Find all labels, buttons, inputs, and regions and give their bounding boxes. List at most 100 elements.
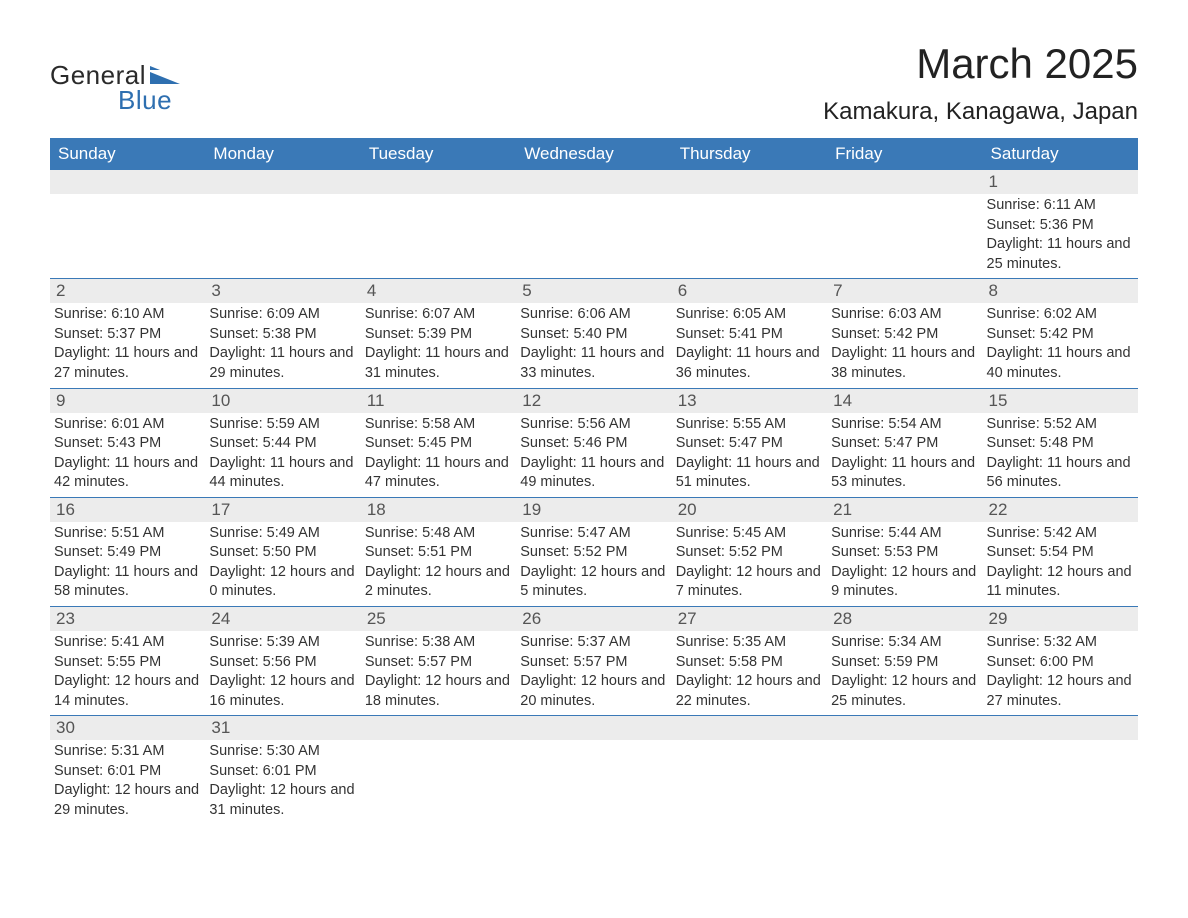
day-info-line: Sunrise: 6:06 AM [520,305,667,325]
calendar-cell [516,170,671,278]
day-info-line: Sunset: 5:47 PM [676,434,823,454]
day-info-line: Sunrise: 6:10 AM [54,305,201,325]
day-content: Sunrise: 5:31 AMSunset: 6:01 PMDaylight:… [50,740,205,824]
day-info-line: Daylight: 12 hours and 9 minutes. [831,563,978,602]
day-info-line: Daylight: 12 hours and 18 minutes. [365,672,512,711]
calendar-cell: 5Sunrise: 6:06 AMSunset: 5:40 PMDaylight… [516,279,671,387]
day-info-line: Sunrise: 5:31 AM [54,742,201,762]
day-info-line: Daylight: 11 hours and 31 minutes. [365,344,512,383]
calendar-cell: 12Sunrise: 5:56 AMSunset: 5:46 PMDayligh… [516,389,671,497]
weekday-header: Saturday [983,138,1138,170]
day-content: Sunrise: 5:37 AMSunset: 5:57 PMDaylight:… [516,631,671,715]
day-number: 11 [361,389,516,413]
day-number: 29 [983,607,1138,631]
day-info-line: Daylight: 11 hours and 42 minutes. [54,454,201,493]
title-block: March 2025 Kamakura, Kanagawa, Japan [823,40,1138,126]
day-info-line: Sunrise: 5:42 AM [987,524,1134,544]
day-info-line: Sunset: 5:55 PM [54,653,201,673]
day-info-line: Daylight: 11 hours and 29 minutes. [209,344,356,383]
day-number: 26 [516,607,671,631]
day-content: Sunrise: 5:55 AMSunset: 5:47 PMDaylight:… [672,413,827,497]
calendar-cell: 20Sunrise: 5:45 AMSunset: 5:52 PMDayligh… [672,498,827,606]
day-content: Sunrise: 6:09 AMSunset: 5:38 PMDaylight:… [205,303,360,387]
day-info-line: Sunrise: 6:07 AM [365,305,512,325]
day-info-line: Daylight: 11 hours and 27 minutes. [54,344,201,383]
day-content [672,740,827,746]
day-info-line: Sunrise: 5:41 AM [54,633,201,653]
day-info-line: Sunset: 5:36 PM [987,216,1134,236]
calendar-cell: 30Sunrise: 5:31 AMSunset: 6:01 PMDayligh… [50,716,205,824]
day-number [361,170,516,194]
day-info-line: Sunset: 5:44 PM [209,434,356,454]
day-info-line: Daylight: 12 hours and 20 minutes. [520,672,667,711]
day-number: 30 [50,716,205,740]
calendar-cell: 6Sunrise: 6:05 AMSunset: 5:41 PMDaylight… [672,279,827,387]
calendar-cell [205,170,360,278]
day-number [516,170,671,194]
day-content: Sunrise: 5:48 AMSunset: 5:51 PMDaylight:… [361,522,516,606]
weekday-header: Sunday [50,138,205,170]
calendar-cell: 28Sunrise: 5:34 AMSunset: 5:59 PMDayligh… [827,607,982,715]
day-number: 4 [361,279,516,303]
calendar-row: 9Sunrise: 6:01 AMSunset: 5:43 PMDaylight… [50,388,1138,497]
day-content [672,194,827,200]
day-content: Sunrise: 5:34 AMSunset: 5:59 PMDaylight:… [827,631,982,715]
day-info-line: Daylight: 12 hours and 27 minutes. [987,672,1134,711]
day-number: 18 [361,498,516,522]
day-info-line: Sunrise: 5:32 AM [987,633,1134,653]
day-content: Sunrise: 6:10 AMSunset: 5:37 PMDaylight:… [50,303,205,387]
day-number: 10 [205,389,360,413]
day-info-line: Daylight: 12 hours and 31 minutes. [209,781,356,820]
day-info-line: Sunrise: 5:45 AM [676,524,823,544]
day-number [516,716,671,740]
calendar-cell: 21Sunrise: 5:44 AMSunset: 5:53 PMDayligh… [827,498,982,606]
day-info-line: Daylight: 11 hours and 38 minutes. [831,344,978,383]
day-content: Sunrise: 6:02 AMSunset: 5:42 PMDaylight:… [983,303,1138,387]
day-number: 3 [205,279,360,303]
day-info-line: Sunset: 5:53 PM [831,543,978,563]
day-info-line: Sunrise: 5:54 AM [831,415,978,435]
day-info-line: Daylight: 11 hours and 36 minutes. [676,344,823,383]
calendar-row: 2Sunrise: 6:10 AMSunset: 5:37 PMDaylight… [50,278,1138,387]
day-info-line: Daylight: 11 hours and 49 minutes. [520,454,667,493]
day-number [983,716,1138,740]
day-number: 28 [827,607,982,631]
day-number: 24 [205,607,360,631]
day-number: 22 [983,498,1138,522]
day-info-line: Sunrise: 5:39 AM [209,633,356,653]
day-info-line: Sunrise: 6:03 AM [831,305,978,325]
day-info-line: Sunrise: 5:34 AM [831,633,978,653]
calendar-row: 23Sunrise: 5:41 AMSunset: 5:55 PMDayligh… [50,606,1138,715]
day-info-line: Sunrise: 5:55 AM [676,415,823,435]
calendar-cell: 9Sunrise: 6:01 AMSunset: 5:43 PMDaylight… [50,389,205,497]
day-content: Sunrise: 5:42 AMSunset: 5:54 PMDaylight:… [983,522,1138,606]
day-number [361,716,516,740]
day-info-line: Sunrise: 5:35 AM [676,633,823,653]
day-info-line: Sunset: 5:57 PM [365,653,512,673]
day-info-line: Sunrise: 6:01 AM [54,415,201,435]
day-info-line: Sunrise: 6:05 AM [676,305,823,325]
weekday-header: Friday [827,138,982,170]
day-content: Sunrise: 5:44 AMSunset: 5:53 PMDaylight:… [827,522,982,606]
day-info-line: Sunrise: 5:37 AM [520,633,667,653]
day-info-line: Daylight: 11 hours and 40 minutes. [987,344,1134,383]
day-info-line: Daylight: 11 hours and 44 minutes. [209,454,356,493]
logo: General Blue [50,60,180,116]
day-info-line: Sunset: 5:49 PM [54,543,201,563]
day-number: 25 [361,607,516,631]
day-info-line: Sunset: 5:38 PM [209,325,356,345]
day-number [50,170,205,194]
day-info-line: Daylight: 12 hours and 0 minutes. [209,563,356,602]
day-number: 2 [50,279,205,303]
day-content: Sunrise: 5:59 AMSunset: 5:44 PMDaylight:… [205,413,360,497]
calendar-cell: 2Sunrise: 6:10 AMSunset: 5:37 PMDaylight… [50,279,205,387]
calendar: Sunday Monday Tuesday Wednesday Thursday… [50,138,1138,825]
day-info-line: Daylight: 12 hours and 7 minutes. [676,563,823,602]
day-content: Sunrise: 6:01 AMSunset: 5:43 PMDaylight:… [50,413,205,497]
calendar-cell [983,716,1138,824]
day-info-line: Sunset: 5:59 PM [831,653,978,673]
day-info-line: Sunrise: 6:09 AM [209,305,356,325]
day-info-line: Sunrise: 5:38 AM [365,633,512,653]
weekday-header: Monday [205,138,360,170]
day-info-line: Daylight: 11 hours and 58 minutes. [54,563,201,602]
